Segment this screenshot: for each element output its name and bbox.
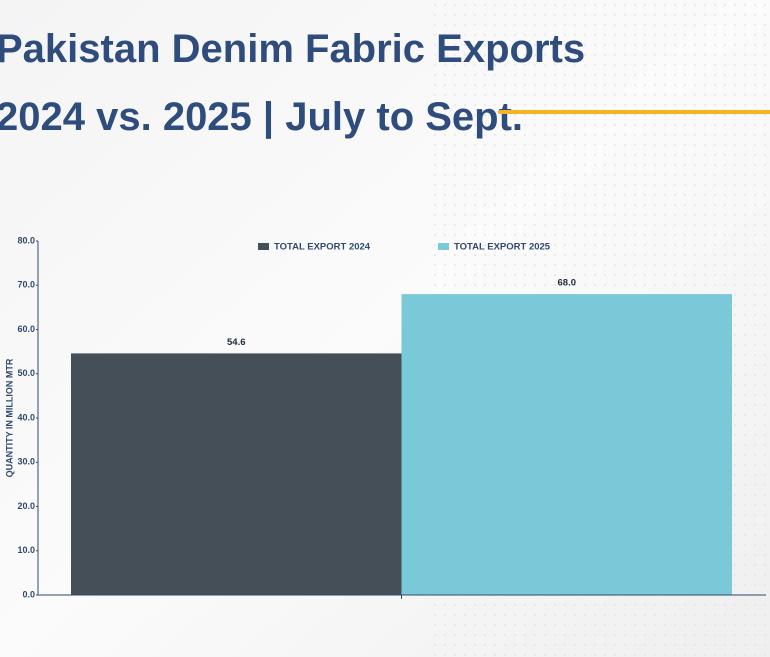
bar	[401, 294, 732, 595]
legend-label: TOTAL EXPORT 2024	[274, 242, 371, 253]
y-tick-label: 80.0	[17, 235, 35, 245]
y-tick-label: 50.0	[17, 368, 35, 378]
title-line: 2024 vs. 2025 | July to Sept.	[0, 95, 523, 139]
legend-swatch	[258, 243, 269, 250]
legend-label: TOTAL EXPORT 2025	[454, 242, 551, 253]
y-axis-label: QUANTITY IN MILLION MTR	[4, 358, 14, 477]
bar	[71, 353, 402, 595]
y-tick-label: 70.0	[17, 280, 35, 290]
title-line: Pakistan Denim Fabric Exports	[0, 27, 585, 71]
value-label: 54.6	[227, 337, 246, 348]
y-tick-label: 0.0	[22, 589, 35, 599]
value-label: 68.0	[558, 278, 577, 289]
legend-swatch	[438, 243, 449, 250]
y-tick-label: 10.0	[17, 545, 35, 555]
y-tick-label: 20.0	[17, 501, 35, 511]
y-tick-label: 60.0	[17, 324, 35, 334]
y-tick-label: 40.0	[17, 412, 35, 422]
y-tick-label: 30.0	[17, 457, 35, 467]
